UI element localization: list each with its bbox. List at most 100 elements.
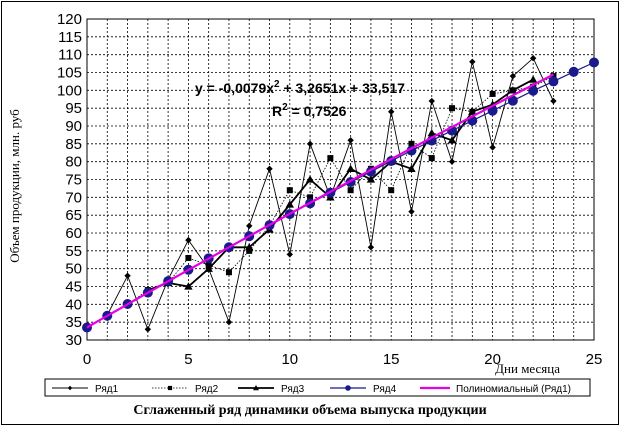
y-tick-label: 105 xyxy=(57,65,82,82)
y-tick-label: 70 xyxy=(65,189,82,206)
y-tick-label: 90 xyxy=(65,118,82,135)
y-tick-label: 75 xyxy=(65,172,82,189)
y-axis-label: Объем продукции, млн. руб xyxy=(7,109,22,263)
data-point xyxy=(447,136,457,144)
data-point xyxy=(449,105,456,112)
data-point xyxy=(408,140,415,147)
data-point xyxy=(427,128,436,137)
y-tick-label: 40 xyxy=(65,296,82,313)
data-point xyxy=(346,164,355,172)
data-point xyxy=(589,57,599,68)
data-point xyxy=(347,137,354,144)
data-point xyxy=(548,76,559,87)
data-point xyxy=(285,200,294,208)
legend: Ряд1 Ряд2 Ряд3 Ряд4 Полиномиальный (Ряд1) xyxy=(44,378,591,397)
data-point xyxy=(489,90,496,97)
r-squared: R2 = 0,7526 xyxy=(272,102,347,119)
trendline xyxy=(86,73,554,329)
data-point xyxy=(550,97,557,105)
x-tick-label: 15 xyxy=(383,351,400,368)
data-point xyxy=(67,385,73,391)
y-tick-label: 100 xyxy=(57,82,82,99)
series-line xyxy=(147,78,534,291)
legend-label: Ряд3 xyxy=(281,384,305,395)
data-point xyxy=(528,75,538,83)
plot-border xyxy=(86,18,595,341)
data-point xyxy=(428,97,435,105)
data-point xyxy=(225,269,232,276)
y-tick-label: 110 xyxy=(58,47,82,64)
data-point xyxy=(345,385,351,391)
trend-equation: y = -0,0079x2 + 3,2651x + 33,517 xyxy=(195,79,405,96)
legend-item: Ряд3 xyxy=(238,384,305,395)
data-point xyxy=(185,254,192,261)
y-tick-label: 35 xyxy=(65,314,82,331)
data-point xyxy=(305,175,315,183)
data-point xyxy=(509,72,517,80)
data-point xyxy=(407,164,416,172)
y-tick-label: 50 xyxy=(65,261,82,278)
y-tick-label: 120 xyxy=(57,11,82,28)
data-point xyxy=(204,264,213,272)
data-point xyxy=(124,272,131,279)
data-point xyxy=(184,282,193,290)
data-point xyxy=(307,194,314,201)
data-point xyxy=(468,107,477,115)
legend-label: Ряд4 xyxy=(373,384,397,395)
x-tick-label: 25 xyxy=(586,351,603,368)
data-point xyxy=(367,244,375,251)
data-point xyxy=(246,222,253,230)
data-point xyxy=(550,73,557,80)
data-point xyxy=(508,86,518,94)
data-point xyxy=(82,322,92,333)
x-tick-label: 0 xyxy=(83,351,91,368)
legend-label: Полиномиальный (Ряд1) xyxy=(456,384,571,395)
data-point xyxy=(528,85,539,96)
x-axis-label: Дни месяца xyxy=(495,361,560,376)
x-tick-label: 10 xyxy=(281,351,298,368)
grid xyxy=(86,18,595,341)
y-tick-label: 65 xyxy=(65,207,82,224)
chart-title: Сглаженный ряд динамики объема выпуска п… xyxy=(133,403,486,418)
data-point xyxy=(408,208,415,215)
plot-area xyxy=(82,55,599,333)
y-tick-label: 45 xyxy=(65,279,82,296)
data-point xyxy=(266,165,273,172)
series-Ряд4 xyxy=(82,57,599,333)
data-point xyxy=(469,58,476,65)
tick-labels: 3035404550556065707580859095100105110115… xyxy=(57,11,602,368)
data-point xyxy=(286,251,293,258)
data-point xyxy=(366,175,376,183)
legend-item: Ряд2 xyxy=(152,384,219,395)
data-point xyxy=(246,247,253,254)
y-tick-label: 60 xyxy=(65,225,82,242)
legend-item: Полиномиальный (Ряд1) xyxy=(420,384,571,395)
data-point xyxy=(253,385,259,391)
data-point xyxy=(388,108,395,115)
legend-label: Ряд1 xyxy=(95,384,119,395)
legend-item: Ряд1 xyxy=(52,384,119,395)
data-point xyxy=(388,187,395,194)
data-point xyxy=(489,144,496,151)
y-tick-label: 80 xyxy=(65,154,82,171)
x-tick-label: 5 xyxy=(184,351,192,368)
data-point xyxy=(568,66,579,77)
data-point xyxy=(286,187,293,194)
y-tick-label: 30 xyxy=(65,332,82,349)
legend-label: Ряд2 xyxy=(195,384,219,395)
y-tick-label: 115 xyxy=(58,29,82,46)
y-tick-label: 55 xyxy=(65,243,82,260)
data-point xyxy=(225,318,233,326)
data-point xyxy=(428,155,435,162)
data-point xyxy=(185,236,192,244)
data-point xyxy=(327,155,334,162)
data-point xyxy=(167,385,173,391)
y-tick-label: 95 xyxy=(65,100,82,117)
legend-item: Ряд4 xyxy=(330,384,397,395)
data-point xyxy=(245,243,254,251)
data-point xyxy=(507,95,518,106)
y-tick-label: 85 xyxy=(65,136,82,153)
data-point xyxy=(529,55,537,62)
data-point xyxy=(448,158,456,165)
